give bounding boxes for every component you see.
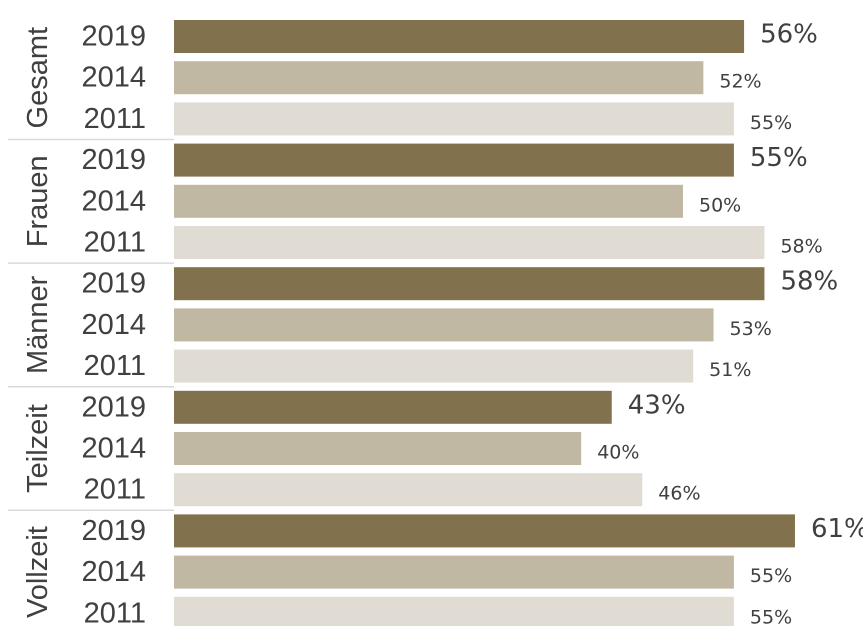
bar-gesamt-2014	[174, 61, 704, 95]
data-label: 51%	[709, 359, 751, 381]
data-label: 56%	[760, 20, 818, 50]
bar-teilzeit-2014	[174, 432, 582, 465]
bar-teilzeit-2019	[174, 390, 612, 424]
group-label: Männer	[22, 275, 54, 374]
group-labels: Gesamt Frauen Männer Teilzeit Vollzeit	[22, 27, 54, 618]
year-label: 2014	[81, 309, 146, 341]
data-label: 40%	[597, 442, 639, 464]
bar-männer-2014	[174, 308, 714, 342]
data-label: 53%	[730, 318, 772, 340]
bar-vollzeit-2019	[174, 514, 795, 548]
data-label: 58%	[780, 236, 822, 258]
data-label: 55%	[750, 143, 808, 173]
year-label: 2011	[84, 350, 146, 382]
year-label: 2019	[81, 144, 146, 176]
group-label: Teilzeit	[22, 404, 54, 493]
bar-teilzeit-2011	[174, 473, 643, 507]
year-label: 2019	[81, 268, 146, 300]
bar-männer-2019	[174, 267, 765, 301]
group-separators	[8, 138, 174, 512]
year-label: 2014	[81, 185, 146, 217]
group-label: Gesamt	[22, 27, 54, 129]
bar-frauen-2014	[174, 184, 683, 218]
bar-gesamt-2011	[174, 102, 734, 136]
data-label: 46%	[658, 483, 700, 505]
value-labels: 56% 52% 55% 55% 50% 58% 58% 53% 51% 43% 40% 46% 61% 5…	[597, 20, 863, 626]
group-label: Vollzeit	[22, 526, 54, 618]
data-label: 50%	[699, 194, 741, 216]
bar-vollzeit-2014	[174, 555, 734, 589]
data-label: 58%	[780, 267, 838, 297]
year-label: 2014	[81, 433, 146, 465]
data-label: 43%	[628, 390, 686, 420]
year-label: 2011	[84, 474, 146, 506]
data-label: 61%	[811, 514, 863, 544]
bar-männer-2011	[174, 349, 694, 383]
year-label: 2019	[81, 515, 146, 547]
year-label: 2014	[81, 556, 146, 588]
year-label: 2019	[81, 21, 146, 53]
group-label: Frauen	[22, 155, 54, 247]
data-label: 55%	[750, 606, 792, 626]
year-label: 2011	[84, 103, 146, 135]
data-label: 55%	[750, 112, 792, 134]
year-labels: 2019 2014 2011 2019 2014 2011 2019 2014 2011 2019…	[81, 21, 146, 626]
data-label: 52%	[719, 71, 761, 93]
year-label: 2011	[84, 227, 146, 259]
bar-vollzeit-2011	[174, 596, 734, 626]
year-label: 2019	[81, 391, 146, 423]
bar-frauen-2011	[174, 226, 765, 259]
year-label: 2011	[84, 597, 146, 626]
bar-gesamt-2019	[174, 20, 745, 53]
data-label: 55%	[750, 565, 792, 587]
bars	[174, 20, 795, 626]
year-label: 2014	[81, 62, 146, 94]
bar-frauen-2019	[174, 143, 734, 177]
